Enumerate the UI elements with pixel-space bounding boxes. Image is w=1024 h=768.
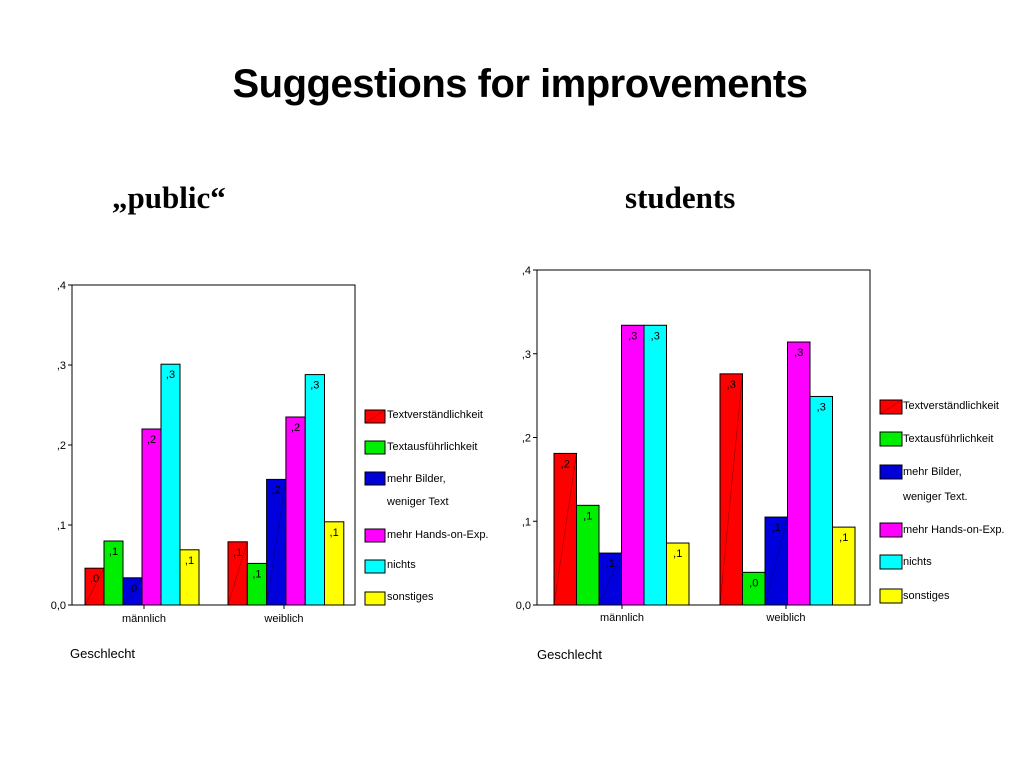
data-label: ,3 <box>166 369 175 381</box>
data-label: ,0 <box>749 577 758 589</box>
bar-hatch <box>553 453 577 606</box>
data-label: ,0 <box>128 583 137 595</box>
bar-hatch <box>266 479 287 606</box>
legend-label: mehr Hands-on-Exp. <box>903 524 1005 536</box>
x-tick-label: männlich <box>122 613 166 625</box>
legend-swatch <box>879 431 903 447</box>
legend-swatch <box>364 440 386 455</box>
data-label: ,2 <box>291 422 300 434</box>
bar-6-männlich <box>666 542 690 606</box>
bar-5-männlich <box>160 363 181 606</box>
bar-hatch <box>227 541 248 606</box>
chart-group-label-public: „public“ <box>112 180 226 215</box>
x-tick-label: weiblich <box>765 612 805 624</box>
y-tick-label: ,4 <box>522 265 531 277</box>
legend-hatch <box>879 464 903 480</box>
legend-label: Textverständlichkeit <box>387 409 483 421</box>
legend-hatch <box>364 471 386 486</box>
data-label: ,1 <box>185 555 194 567</box>
data-label: ,1 <box>330 527 339 539</box>
y-tick-label: ,1 <box>522 516 531 528</box>
y-tick-label: ,4 <box>57 280 66 292</box>
legend-swatch <box>879 522 903 538</box>
legend-swatch <box>879 554 903 570</box>
data-label: ,3 <box>727 379 736 391</box>
legend-label: Textausführlichkeit <box>903 433 994 445</box>
legend-label: nichts <box>387 559 416 571</box>
data-label: ,3 <box>628 330 637 342</box>
data-label: ,1 <box>839 532 848 544</box>
bar-hatch <box>764 517 788 606</box>
data-label: ,2 <box>147 434 156 446</box>
legend-label: Textausführlichkeit <box>387 441 478 453</box>
bar-hatch <box>598 552 622 606</box>
slide-title: Suggestions for improvements <box>232 62 808 106</box>
x-axis-label: Geschlecht <box>70 646 135 661</box>
legend-label: mehr Bilder, <box>387 473 446 485</box>
data-label: ,3 <box>310 380 319 392</box>
y-tick-label: ,2 <box>57 440 66 452</box>
bar-5-männlich <box>643 324 667 606</box>
data-label: ,1 <box>109 546 118 558</box>
data-label: ,1 <box>606 558 615 570</box>
legend-label: sonstiges <box>387 591 434 603</box>
legend-swatch <box>879 588 903 604</box>
data-label: ,1 <box>772 522 781 534</box>
data-label: ,0 <box>90 573 99 585</box>
x-tick-label: weiblich <box>263 613 303 625</box>
legend-label: weniger Text <box>386 496 449 508</box>
data-label: ,3 <box>794 347 803 359</box>
bar-hatch <box>84 568 105 606</box>
data-label: ,1 <box>252 568 261 580</box>
y-tick-label: 0,0 <box>51 600 66 612</box>
x-axis-label: Geschlecht <box>537 647 602 662</box>
data-label: ,3 <box>651 330 660 342</box>
data-label: ,1 <box>673 548 682 560</box>
legend-label: mehr Bilder, <box>903 466 962 478</box>
bar-hatch <box>122 577 143 606</box>
bar-2-männlich <box>103 540 124 606</box>
bar-5-weiblich <box>304 374 326 606</box>
bar-6-weiblich <box>324 521 345 606</box>
legend-label: nichts <box>903 556 932 568</box>
legend-hatch <box>879 399 903 415</box>
legend-swatch <box>364 528 386 543</box>
legend-swatch <box>364 559 386 574</box>
y-tick-label: ,3 <box>522 349 531 361</box>
y-tick-label: ,3 <box>57 360 66 372</box>
bar-4-weiblich <box>787 341 811 606</box>
legend-label: Textverständlichkeit <box>903 400 999 412</box>
legend-swatch <box>364 591 386 606</box>
bar-6-weiblich <box>832 526 856 606</box>
bar-4-männlich <box>621 324 645 606</box>
data-label: ,1 <box>583 510 592 522</box>
y-tick-label: ,1 <box>57 520 66 532</box>
data-label: ,3 <box>817 401 826 413</box>
data-label: ,1 <box>233 547 242 559</box>
bar-6-männlich <box>179 549 200 606</box>
y-tick-label: ,2 <box>522 433 531 445</box>
legend-hatch <box>364 409 386 424</box>
bar-hatch <box>719 373 743 606</box>
legend-label: mehr Hands-on-Exp. <box>387 529 489 541</box>
y-tick-label: 0,0 <box>516 600 531 612</box>
bar-5-weiblich <box>809 395 833 606</box>
x-tick-label: männlich <box>600 612 644 624</box>
legend-label: sonstiges <box>903 590 950 602</box>
data-label: ,2 <box>561 458 570 470</box>
legend-label: weniger Text. <box>902 491 968 503</box>
data-label: ,2 <box>272 484 281 496</box>
chart-group-label-students: students <box>625 180 736 215</box>
